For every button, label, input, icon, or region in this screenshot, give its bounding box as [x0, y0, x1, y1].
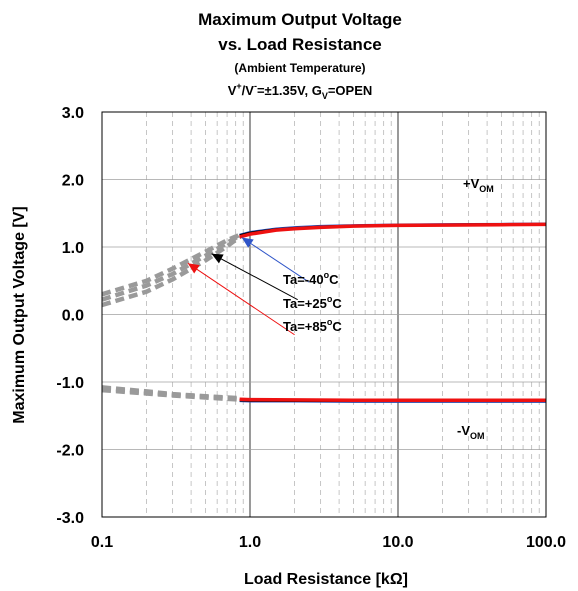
plot-frame — [101, 111, 547, 518]
x-tick-label: 1.0 — [239, 534, 261, 551]
grid — [102, 112, 546, 517]
annotation-label: Ta=+25oC — [283, 294, 342, 311]
annotation-label: Ta=-40oC — [283, 270, 339, 287]
annotation-arrow-line — [241, 237, 310, 283]
annotation-arrow-head — [241, 237, 254, 248]
chart-subtitle: (Ambient Temperature) — [234, 61, 365, 75]
annotation-label: Ta=+85oC — [283, 317, 342, 334]
annotations: Ta=-40oC Ta=+25oC Ta=+85oC — [187, 237, 342, 336]
chart-title: Maximum Output Voltage — [198, 10, 402, 29]
y-tick-label: -2.0 — [56, 443, 84, 460]
chart-title-line2: vs. Load Resistance — [218, 35, 381, 54]
y-tick-labels: 3.0 2.0 1.0 0.0 -1.0 -2.0 -3.0 — [56, 105, 84, 527]
chart-titles: Maximum Output Voltage vs. Load Resistan… — [198, 10, 402, 101]
vom-neg-label: -VOM — [457, 423, 485, 441]
y-tick-label: 2.0 — [62, 173, 84, 190]
x-tick-labels: 0.1 1.0 10.0 100.0 — [91, 534, 566, 551]
x-tick-label: 100.0 — [526, 534, 566, 551]
x-tick-label: 0.1 — [91, 534, 113, 551]
y-tick-label: 0.0 — [62, 308, 84, 325]
vom-pos-label: +VOM — [463, 176, 494, 194]
x-tick-label: 10.0 — [382, 534, 413, 551]
extrapolated-curve-negative — [101, 385, 240, 401]
extrapolated-curve-positive — [101, 233, 241, 302]
chart-condition: V+/V-=±1.35V, GV=OPEN — [228, 81, 373, 101]
annotation-arrow-line — [187, 262, 295, 336]
series-line-positive — [239, 222, 547, 239]
series-line-negative — [239, 397, 546, 402]
annotation-arrow-line — [211, 253, 298, 301]
y-tick-label: 3.0 — [62, 105, 84, 122]
y-tick-label: 1.0 — [62, 240, 84, 257]
annotation-arrow-head — [211, 253, 224, 264]
extrapolated-curves — [101, 232, 241, 402]
extrapolated-curve-positive — [101, 235, 241, 308]
y-tick-label: -3.0 — [56, 510, 84, 527]
series-lines — [239, 222, 547, 403]
x-axis-label: Load Resistance [kΩ] — [244, 571, 408, 588]
y-axis-label: Maximum Output Voltage [V] — [11, 206, 28, 423]
extrapolated-curve-positive — [101, 232, 241, 297]
annotation-arrow-head — [187, 263, 200, 274]
y-tick-label: -1.0 — [56, 375, 84, 392]
